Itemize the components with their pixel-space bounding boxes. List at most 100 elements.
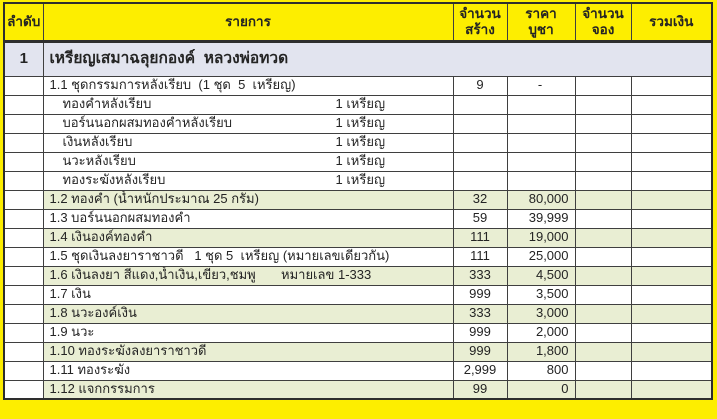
qty-reserved-cell bbox=[574, 208, 632, 229]
price-cell: 1,800 bbox=[506, 341, 576, 362]
qty-made-cell bbox=[452, 94, 508, 115]
qty-made-cell: 999 bbox=[452, 284, 508, 305]
order-cell bbox=[3, 246, 44, 267]
item-row: 1.5 ชุดเงินลงยาราชาวดี 1 ชุด 5 เหรียญ (ห… bbox=[3, 246, 713, 267]
total-cell bbox=[630, 322, 713, 343]
col-header-qty-made: จำนวน สร้าง bbox=[452, 2, 508, 43]
table-body: 1 เหรียญเสมาฉลุยกองค์ หลวงพ่อทวด 1.1 ชุดกร… bbox=[3, 40, 713, 400]
item-label: 1.3 บอร์นนอกผสมทองคำ bbox=[49, 210, 191, 226]
order-cell bbox=[3, 208, 44, 229]
col-header-total: รวมเงิน bbox=[630, 2, 713, 43]
item-label: 1.6 เงินลงยา สีแดง,น้ำเงิน,เขียว,ชมพู หม… bbox=[49, 267, 372, 283]
item-label: 1.8 นวะองค์เงิน bbox=[49, 305, 137, 321]
qty-made-cell: 999 bbox=[452, 341, 508, 362]
order-cell bbox=[3, 113, 44, 134]
total-cell bbox=[630, 75, 713, 96]
order-cell bbox=[3, 227, 44, 248]
item-label: เงินหลังเรียบ bbox=[62, 134, 133, 150]
qty-reserved-cell bbox=[574, 322, 632, 343]
order-cell bbox=[3, 151, 44, 172]
order-cell bbox=[3, 94, 44, 115]
total-cell bbox=[630, 208, 713, 229]
qty-made-cell bbox=[452, 113, 508, 134]
sub-item-row: บอร์นนอกผสมทองคำหลังเรียบ 1 เหรียญ bbox=[3, 113, 713, 134]
price-cell: 80,000 bbox=[506, 189, 576, 210]
sub-item-row: ทองคำหลังเรียบ 1 เหรียญ bbox=[3, 94, 713, 115]
qty-reserved-cell bbox=[574, 379, 632, 400]
price-cell: 39,999 bbox=[506, 208, 576, 229]
qty-made-cell bbox=[452, 132, 508, 153]
total-cell bbox=[630, 170, 713, 191]
item-name-cell: 1.3 บอร์นนอกผสมทองคำ bbox=[42, 208, 454, 229]
item-row: 1.8 นวะองค์เงิน 333 3,000 bbox=[3, 303, 713, 324]
total-cell bbox=[630, 132, 713, 153]
price-cell: - bbox=[506, 75, 576, 96]
price-cell: 0 bbox=[506, 379, 576, 400]
item-row: 1.11 ทองระฆัง 2,999 800 bbox=[3, 360, 713, 381]
col-header-order-label: ลำดับ bbox=[7, 13, 41, 29]
item-name-cell: ทองคำหลังเรียบ 1 เหรียญ bbox=[42, 94, 454, 115]
item-label: 1.11 ทองระฆัง bbox=[49, 362, 131, 378]
price-cell bbox=[506, 132, 576, 153]
total-cell bbox=[630, 303, 713, 324]
header-row: ลำดับ รายการ จำนวน สร้าง ราคา บูชา จำนวน จอ… bbox=[3, 2, 713, 43]
qty-reserved-cell bbox=[574, 170, 632, 191]
qty-reserved-cell bbox=[574, 94, 632, 115]
order-cell bbox=[3, 265, 44, 286]
qty-reserved-cell bbox=[574, 132, 632, 153]
price-cell: 3,000 bbox=[506, 303, 576, 324]
item-label: นวะหลังเรียบ bbox=[62, 153, 136, 169]
price-cell bbox=[506, 151, 576, 172]
qty-made-cell: 111 bbox=[452, 246, 508, 267]
item-label: 1.5 ชุดเงินลงยาราชาวดี 1 ชุด 5 เหรียญ (ห… bbox=[49, 248, 390, 264]
item-name-cell: ทองระฆังหลังเรียบ 1 เหรียญ bbox=[42, 170, 454, 191]
order-cell bbox=[3, 379, 44, 400]
qty-reserved-cell bbox=[574, 360, 632, 381]
price-cell bbox=[506, 170, 576, 191]
qty-made-cell: 333 bbox=[452, 303, 508, 324]
qty-made-cell bbox=[452, 151, 508, 172]
col-header-price-label: ราคา bbox=[525, 6, 557, 22]
qty-made-cell bbox=[452, 170, 508, 191]
price-cell bbox=[506, 94, 576, 115]
total-cell bbox=[630, 227, 713, 248]
col-header-item: รายการ bbox=[42, 2, 454, 43]
item-name-cell: 1.2 ทองคำ (น้ำหนักประมาณ 25 กรัม) bbox=[42, 189, 454, 210]
item-qty-label: 1 เหรียญ bbox=[335, 115, 386, 131]
item-name-cell: 1.7 เงิน bbox=[42, 284, 454, 305]
col-header-item-label: รายการ bbox=[225, 13, 271, 29]
item-label: 1.7 เงิน bbox=[49, 286, 91, 302]
item-label: ทองระฆังหลังเรียบ bbox=[62, 172, 166, 188]
item-qty-label: 1 เหรียญ bbox=[335, 172, 386, 188]
total-cell bbox=[630, 189, 713, 210]
section-title-cell: เหรียญเสมาฉลุยกองค์ หลวงพ่อทวด bbox=[42, 40, 713, 77]
col-header-qty-reserved-label: จำนวน bbox=[582, 6, 624, 22]
col-header-qty-made-label: จำนวน bbox=[459, 6, 501, 22]
total-cell bbox=[630, 265, 713, 286]
price-cell: 2,000 bbox=[506, 322, 576, 343]
price-cell: 4,500 bbox=[506, 265, 576, 286]
price-cell: 3,500 bbox=[506, 284, 576, 305]
item-name-cell: 1.11 ทองระฆัง bbox=[42, 360, 454, 381]
item-name-cell: นวะหลังเรียบ 1 เหรียญ bbox=[42, 151, 454, 172]
item-row: 1.1 ชุดกรรมการหลังเรียบ (1 ชุด 5 เหรียญ)… bbox=[3, 75, 713, 96]
item-name-cell: 1.12 แจกกรรมการ bbox=[42, 379, 454, 400]
col-header-price: ราคา บูชา bbox=[506, 2, 576, 43]
total-cell bbox=[630, 341, 713, 362]
qty-reserved-cell bbox=[574, 189, 632, 210]
item-label: บอร์นนอกผสมทองคำหลังเรียบ bbox=[62, 115, 233, 131]
sub-item-row: เงินหลังเรียบ 1 เหรียญ bbox=[3, 132, 713, 153]
total-cell bbox=[630, 284, 713, 305]
qty-reserved-cell bbox=[574, 151, 632, 172]
order-cell bbox=[3, 170, 44, 191]
item-name-cell: บอร์นนอกผสมทองคำหลังเรียบ 1 เหรียญ bbox=[42, 113, 454, 134]
total-cell bbox=[630, 113, 713, 134]
sub-item-row: นวะหลังเรียบ 1 เหรียญ bbox=[3, 151, 713, 172]
sub-item-row: ทองระฆังหลังเรียบ 1 เหรียญ bbox=[3, 170, 713, 191]
qty-reserved-cell bbox=[574, 284, 632, 305]
order-cell bbox=[3, 341, 44, 362]
col-header-qty-reserved: จำนวน จอง bbox=[574, 2, 632, 43]
order-cell bbox=[3, 284, 44, 305]
section-row: 1 เหรียญเสมาฉลุยกองค์ หลวงพ่อทวด bbox=[3, 40, 713, 77]
qty-reserved-cell bbox=[574, 265, 632, 286]
